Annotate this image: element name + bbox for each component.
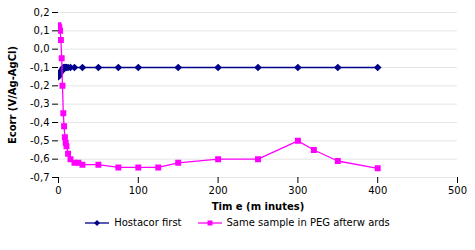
svg-text:-0,4: -0,4 (30, 117, 50, 128)
svg-text:Tim e (m inutes): Tim e (m inutes) (212, 201, 305, 212)
html-text:Hostacor first: Hostacor first (114, 217, 182, 228)
svg-text:Ecorr (V/Ag-AgCl): Ecorr (V/Ag-AgCl) (7, 46, 18, 144)
svg-text:0: 0 (55, 185, 61, 196)
svg-text:-0,2: -0,2 (30, 80, 50, 91)
svg-text:400: 400 (368, 185, 387, 196)
svg-text:0,1: 0,1 (34, 25, 50, 36)
svg-text:-0,3: -0,3 (30, 98, 50, 109)
svg-text:0,0: 0,0 (34, 43, 50, 54)
svg-text:200: 200 (209, 185, 228, 196)
svg-text:100: 100 (129, 185, 148, 196)
svg-text:300: 300 (288, 185, 307, 196)
svg-text:-0,6: -0,6 (30, 153, 50, 164)
html-text:Same sample in PEG afterw ards: Same sample in PEG afterw ards (226, 217, 390, 228)
svg-text:-0,1: -0,1 (30, 62, 50, 73)
svg-text:-0,5: -0,5 (30, 135, 50, 146)
svg-text:500: 500 (448, 185, 467, 196)
svg-text:-0,7: -0,7 (30, 172, 50, 183)
svg-text:0,2: 0,2 (34, 7, 50, 18)
